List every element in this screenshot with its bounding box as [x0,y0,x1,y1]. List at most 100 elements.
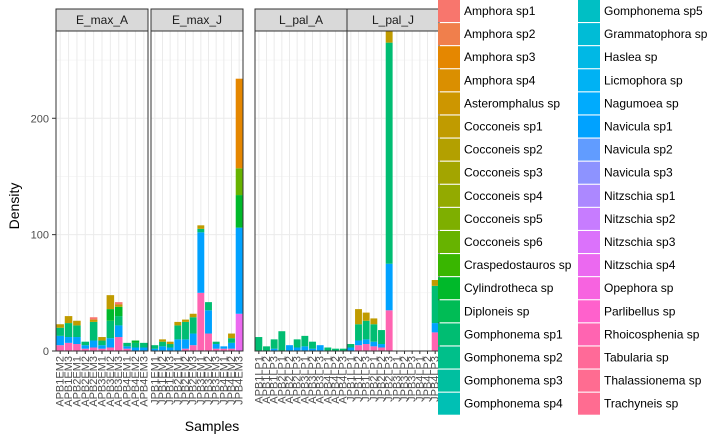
legend-key [578,184,600,207]
x-tick-label: APB1LP1 [253,356,265,404]
bar-segment [370,318,378,325]
bar-segment [263,346,270,351]
legend: Amphora sp1 Amphora sp2 Amphora sp3 Amphora… [438,0,708,415]
bar-segment [378,330,385,345]
bar-segment [106,347,115,351]
bar-segment [301,346,309,351]
bar-segment [370,324,378,342]
legend-key [578,323,600,346]
x-tick-label: APB2LP1 [276,356,288,404]
bar-segment [293,339,301,348]
bar-segment [89,321,98,341]
bar-segment [64,342,73,351]
x-tick-label: APB2EM1 [71,356,83,407]
bar-segment [151,348,159,351]
bar-segment [81,348,90,351]
bar-segment [309,341,316,349]
bar-segment [56,335,64,346]
legend-label: Cocconeis sp2 [464,143,543,157]
bar-segment [174,339,182,351]
facet-panel: JPB1EM1JPB1EM2JPB1EM3JPB2EM1JPB2EM2JPB2E… [149,8,246,405]
bar-segment [228,348,235,351]
legend-label: Gomphonema sp1 [464,327,563,341]
bar-segment [131,347,140,351]
legend-key [438,346,460,369]
bar-segment [140,347,148,351]
x-tick-label: JPB3LP3 [407,356,419,402]
legend-label: Cocconeis sp5 [464,212,543,226]
bar-segment [347,344,355,348]
legend-item: Tabularia sp [578,346,669,369]
bar-segment [324,347,332,351]
x-tick-label: JPB1EM1 [149,356,161,405]
bar-segment [189,313,197,318]
bar-segment [270,348,278,351]
legend-label: Trachyneis sp [604,397,679,411]
legend-item: Grammatophora sp [578,23,708,46]
bar-segment [56,345,64,351]
legend-key [578,254,600,277]
legend-label: Amphora sp3 [464,50,536,64]
legend-key [438,392,460,415]
bar-segment [347,347,355,351]
bar-segment [174,325,182,340]
x-tick-label: APB1EM3 [63,356,75,407]
bar-segment [182,348,189,351]
bar-segment [362,344,370,351]
legend-item: Licmophora sp [578,69,683,92]
legend-item: Cocconeis sp3 [438,161,543,184]
bar-segment [131,340,140,343]
x-tick-label: JPB2EM3 [188,356,200,405]
bar-segment [89,347,98,351]
x-tick-label: APB1EM2 [55,356,67,407]
bar-segment [81,341,90,346]
legend-label: Cocconeis sp3 [464,166,543,180]
facet-panel: APB1LP1APB1LP2APB1LP3APB2LP1APB2LP2APB2L… [253,8,350,404]
legend-key [438,184,460,207]
bar-segment [205,302,212,311]
bar-segment [123,342,131,347]
legend-item: Amphora sp4 [438,69,536,92]
bar-segment [151,345,159,349]
bar-segment [189,345,197,351]
bar-segment [205,310,212,334]
bar-segment [362,320,370,340]
legend-key [578,277,600,300]
legend-key [438,138,460,161]
legend-item: Haslea sp [578,46,658,69]
x-tick-label: JPB3LP1 [391,356,403,402]
bar-segment [166,341,174,345]
x-tick-label: APB3LP3 [315,356,327,404]
bar-segment [123,346,131,349]
x-tick-label: APB2EM2 [80,356,92,407]
x-tick-label: JPB4LP1 [414,356,426,402]
legend-label: Navicula sp3 [604,166,673,180]
legend-item: Cocconeis sp2 [438,138,543,161]
x-tick-label: APB2EM3 [88,356,100,407]
bar-segment [339,348,347,351]
x-tick-label: JPB1LP1 [345,356,357,402]
bar-segment [114,325,123,338]
x-tick-label: APB3EM1 [97,356,109,407]
x-tick-label: JPB1LP3 [361,356,373,402]
legend-key [438,277,460,300]
legend-label: Amphora sp2 [464,27,536,41]
facet-panel: APB1EM2APB1EM3APB2EM1APB2EM2APB2EM3APB3E… [55,8,150,407]
legend-item: Cylindrotheca sp [438,277,554,300]
bar-segment [131,342,140,348]
facet-strip [150,8,244,32]
x-tick-label: JPB1LP2 [353,356,365,402]
bar-segment [73,337,81,345]
legend-label: Cylindrotheca sp [464,281,554,295]
bar-segment [286,345,293,351]
panel-background [255,31,347,351]
bar-segment [205,333,212,351]
bar-segment [174,321,182,326]
legend-key [438,0,460,22]
bar-segment [293,347,301,351]
legend-key [438,161,460,184]
bar-segment [212,341,220,345]
bar-segment [73,344,81,351]
legend-label: Tabularia sp [604,351,669,365]
panel-background [151,31,243,351]
